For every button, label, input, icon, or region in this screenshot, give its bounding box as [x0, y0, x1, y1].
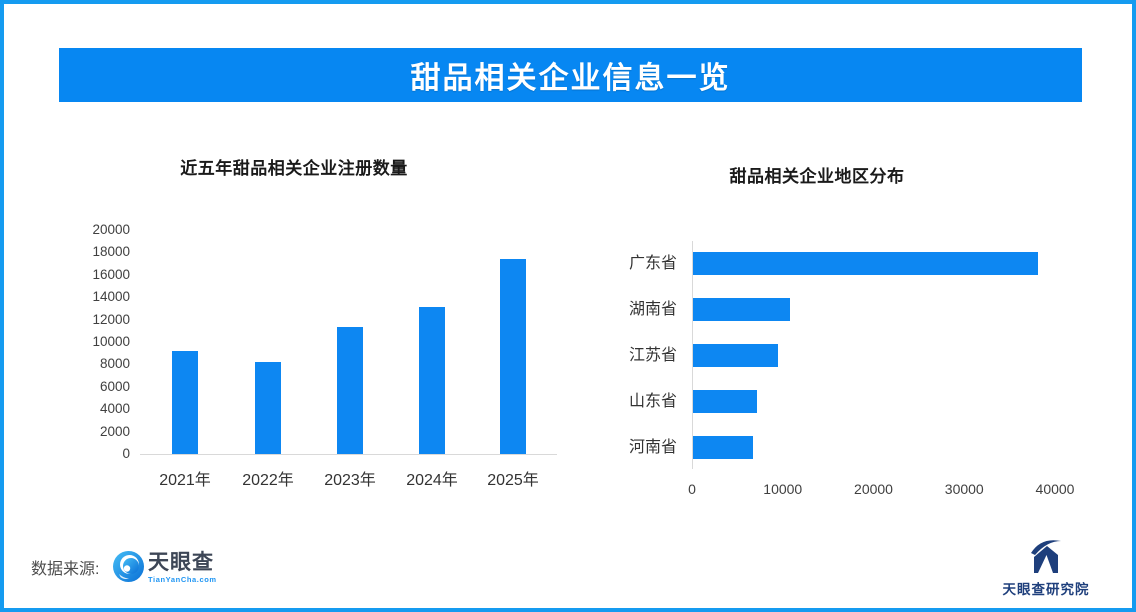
bar-2021年 [172, 351, 198, 454]
x-axis-category-label: 2024年 [406, 472, 458, 489]
x-axis-tick-label: 30000 [944, 481, 984, 497]
y-axis-category-label: 广东省 [628, 255, 677, 272]
y-axis-tick-label: 16000 [92, 266, 130, 282]
x-axis-category-label: 2025年 [487, 472, 539, 489]
y-axis-tick-label: 10000 [92, 334, 130, 349]
x-axis-category-label: 2022年 [242, 472, 294, 489]
data-source: 数据来源: [31, 555, 99, 579]
registrations-bar-chart: 0 2000 4000 6000 8000 10000 12000 14000 16000 180… [4, 4, 1132, 608]
research-institute-icon [1031, 540, 1061, 573]
y-axis-tick-label: 2000 [99, 423, 130, 439]
page-title: 甜品相关企业信息一览 [410, 62, 731, 95]
y-axis-tick-label: 4000 [99, 401, 130, 417]
data-source-label: 数据来源: [31, 561, 100, 578]
bar-江苏省 [693, 344, 778, 367]
y-axis-category-label: 河南省 [628, 439, 677, 456]
bar-河南省 [693, 436, 753, 459]
bar-湖南省 [693, 298, 790, 321]
y-axis-tick-label: 6000 [99, 378, 130, 394]
regions-chart-title: 甜品相关企业地区分布 [729, 167, 905, 186]
tianyancha-logo: 天眼查 TianYanCha.com [113, 551, 217, 584]
y-axis-category-label: 湖南省 [628, 301, 677, 318]
y-axis-category-label: 江苏省 [628, 347, 677, 364]
registrations-chart-title: 近五年甜品相关企业注册数量 [180, 159, 408, 178]
y-axis-tick-label: 12000 [92, 311, 130, 327]
y-axis-line [692, 241, 693, 469]
bar-2023年 [337, 327, 363, 454]
bar-广东省 [693, 252, 1038, 275]
tianyancha-logo-url: TianYanCha.com [148, 575, 217, 584]
tianyancha-eye-icon [113, 551, 144, 582]
research-institute-logo: 天眼查研究院 [986, 535, 1106, 598]
x-axis-line [140, 454, 557, 455]
y-axis-category-label: 山东省 [628, 393, 677, 410]
x-axis-tick-label: 40000 [1035, 481, 1075, 497]
y-axis-tick-label: 8000 [99, 356, 130, 372]
x-axis-tick-label: 20000 [854, 481, 893, 497]
y-axis-tick-label: 20000 [92, 222, 130, 237]
bar-山东省 [693, 390, 757, 413]
y-axis-tick-label: 0 [122, 446, 130, 461]
bar-2024年 [419, 307, 445, 454]
title-banner: 甜品相关企业信息一览 [59, 48, 1082, 102]
tianyancha-logo-texts: 天眼查 TianYanCha.com [148, 551, 217, 584]
research-institute-name: 天眼查研究院 [1002, 582, 1090, 597]
regions-bar-chart: 广东省 湖南省 江苏省 山东省 河南省 0 10000 20000 30000 40000 [4, 4, 1132, 608]
y-axis-tick-label: 18000 [92, 244, 130, 260]
tianyancha-logo-text: 天眼查 [148, 551, 214, 574]
bar-2022年 [255, 362, 281, 454]
y-axis-tick-label: 14000 [92, 289, 130, 305]
x-axis-tick-label: 0 [688, 481, 696, 497]
x-axis-category-label: 2023年 [324, 472, 376, 489]
bar-2025年 [500, 259, 526, 454]
x-axis-category-label: 2021年 [159, 472, 211, 489]
x-axis-tick-label: 10000 [763, 481, 803, 497]
